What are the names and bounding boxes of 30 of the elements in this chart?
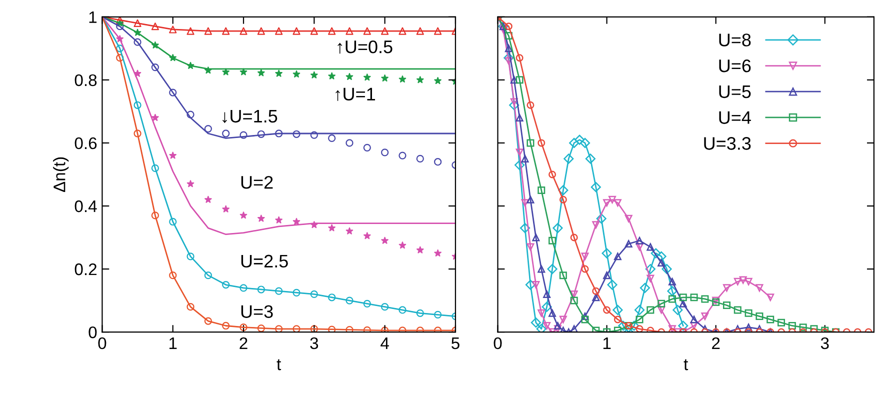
- y-tick-label: 0.8: [74, 74, 97, 86]
- y-axis-title: Δn(t): [53, 157, 69, 192]
- x-tick-label: 2: [240, 337, 248, 349]
- x-tick-label: 0: [494, 337, 502, 350]
- x-tick-label: 1: [169, 338, 177, 349]
- x-tick-label: 1: [603, 338, 611, 349]
- annotation: ↑U=1: [336, 88, 376, 101]
- y-tick-label: 0.4: [74, 200, 97, 212]
- y-tick-label: 0: [88, 326, 97, 338]
- x-axis-title: t: [276, 359, 282, 370]
- annotation: ↑U=0.5: [338, 40, 392, 54]
- x-tick-label: 0: [98, 337, 106, 350]
- x-tick-label: 3: [310, 337, 318, 350]
- legend-label: U=5: [719, 86, 751, 98]
- x-axis-title: t: [684, 359, 688, 370]
- x-tick-label: 3: [820, 337, 829, 350]
- x-tick-label: 2: [712, 337, 720, 349]
- legend-label: U=4: [719, 111, 751, 124]
- annotation: U=2: [241, 176, 273, 189]
- legend-label: U=8: [719, 34, 751, 46]
- y-tick-label: 0.2: [74, 263, 96, 276]
- annotation: U=2.5: [241, 254, 288, 268]
- annotation: U=3: [241, 305, 273, 318]
- x-tick-label: 5: [452, 338, 460, 350]
- x-tick-label: 4: [380, 338, 389, 349]
- y-tick-label: 0.6: [74, 137, 97, 150]
- y-tick-label: 1: [89, 11, 97, 23]
- legend-label: U=6: [719, 59, 751, 72]
- legend-label: U=3.3: [704, 137, 751, 150]
- annotation: ↓U=1.5: [222, 110, 278, 123]
